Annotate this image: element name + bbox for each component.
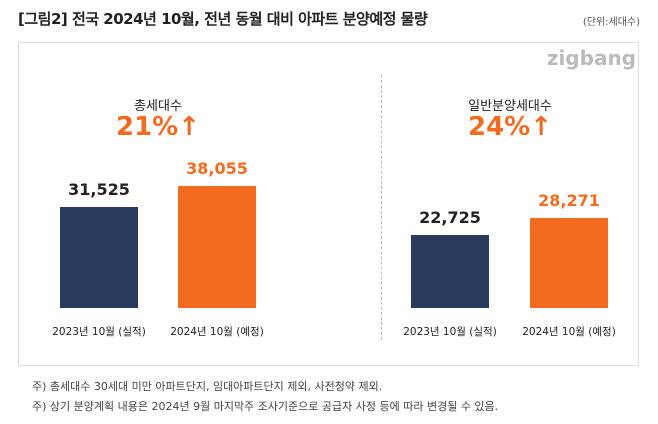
category-label: 2023년 10월 (실적) (52, 326, 146, 338)
panel-divider (381, 75, 382, 340)
zigbang-logo: zigbang (546, 46, 636, 70)
category-label: 2024년 10월 (예정) (170, 326, 264, 338)
panel-title-total: 총세대수 (134, 99, 182, 114)
chart-frame (18, 42, 639, 366)
category-label: 2024년 10월 (예정) (522, 326, 616, 338)
bar-general-2023 (411, 235, 489, 308)
panel-title-general: 일반분양세대수 (468, 99, 552, 114)
growth-general: 24%↑ (467, 112, 553, 142)
value-label: 28,271 (538, 190, 600, 210)
value-label: 38,055 (186, 159, 248, 179)
footnote: 주) 총세대수 30세대 미만 아파트단지, 임대아파트단지 제외, 사전청약 … (32, 380, 383, 393)
unit-label: (단위:세대수) (582, 17, 640, 28)
bar-total-2024 (178, 186, 256, 308)
bar-total-2023 (60, 207, 138, 308)
category-label: 2023년 10월 (실적) (403, 326, 497, 338)
growth-total: 21%↑ (115, 112, 201, 142)
value-label: 22,725 (419, 208, 481, 228)
chart-title: [그림2] 전국 2024년 10월, 전년 동월 대비 아파트 분양예정 물량 (18, 10, 428, 28)
bar-general-2024 (530, 217, 608, 308)
value-label: 31,525 (68, 180, 130, 200)
footnote: 주) 상기 분양계획 내용은 2024년 9월 마지막주 조사기준으로 공급자 … (32, 400, 499, 413)
